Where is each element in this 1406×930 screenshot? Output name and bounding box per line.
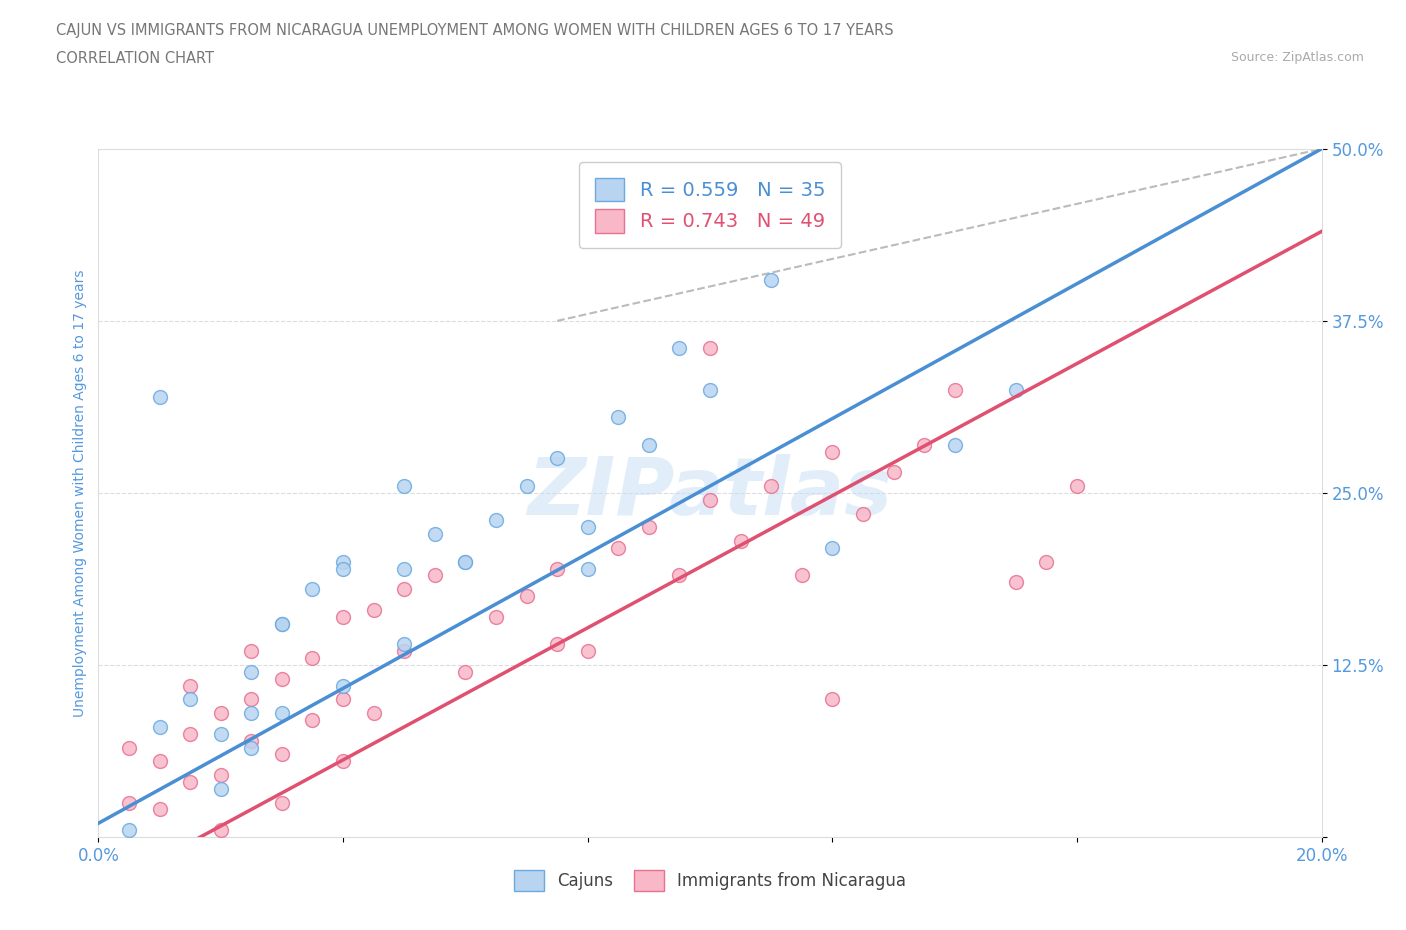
Point bbox=[943, 382, 966, 397]
Text: CORRELATION CHART: CORRELATION CHART bbox=[56, 51, 214, 66]
Point bbox=[209, 823, 232, 838]
Point bbox=[454, 664, 477, 679]
Point bbox=[301, 582, 323, 597]
Point bbox=[516, 589, 538, 604]
Point bbox=[179, 692, 201, 707]
Point bbox=[668, 341, 690, 356]
Point bbox=[270, 617, 292, 631]
Point bbox=[392, 637, 416, 652]
Point bbox=[179, 726, 201, 741]
Point bbox=[301, 651, 323, 666]
Point bbox=[270, 671, 292, 686]
Point bbox=[759, 479, 782, 494]
Point bbox=[852, 506, 875, 521]
Point bbox=[637, 520, 661, 535]
Point bbox=[699, 492, 721, 507]
Point bbox=[209, 767, 232, 782]
Point bbox=[699, 382, 721, 397]
Point bbox=[485, 513, 508, 528]
Point bbox=[668, 568, 690, 583]
Point bbox=[546, 637, 568, 652]
Point bbox=[392, 561, 416, 576]
Point bbox=[1066, 479, 1088, 494]
Point bbox=[332, 561, 354, 576]
Point bbox=[759, 272, 782, 287]
Point bbox=[332, 678, 354, 693]
Point bbox=[240, 692, 263, 707]
Point bbox=[637, 437, 661, 452]
Point bbox=[392, 582, 416, 597]
Point bbox=[821, 540, 844, 555]
Point bbox=[179, 775, 201, 790]
Point bbox=[576, 520, 599, 535]
Point bbox=[149, 720, 172, 735]
Point bbox=[423, 568, 446, 583]
Point bbox=[240, 644, 263, 658]
Point bbox=[363, 706, 385, 721]
Point bbox=[392, 479, 416, 494]
Point bbox=[240, 664, 263, 679]
Point bbox=[270, 795, 292, 810]
Point bbox=[454, 554, 477, 569]
Point bbox=[821, 445, 844, 459]
Text: ZIPatlas: ZIPatlas bbox=[527, 454, 893, 532]
Point bbox=[607, 540, 630, 555]
Point bbox=[332, 754, 354, 769]
Point bbox=[607, 410, 630, 425]
Point bbox=[209, 781, 232, 796]
Point bbox=[392, 644, 416, 658]
Point bbox=[730, 534, 752, 549]
Point bbox=[363, 603, 385, 618]
Text: CAJUN VS IMMIGRANTS FROM NICARAGUA UNEMPLOYMENT AMONG WOMEN WITH CHILDREN AGES 6: CAJUN VS IMMIGRANTS FROM NICARAGUA UNEMP… bbox=[56, 23, 894, 38]
Point bbox=[423, 526, 446, 541]
Point bbox=[118, 823, 141, 838]
Point bbox=[1004, 382, 1026, 397]
Point bbox=[699, 341, 721, 356]
Point bbox=[943, 437, 966, 452]
Point bbox=[209, 706, 232, 721]
Point bbox=[912, 437, 935, 452]
Point bbox=[485, 609, 508, 624]
Point bbox=[270, 617, 292, 631]
Point bbox=[118, 740, 141, 755]
Point bbox=[576, 561, 599, 576]
Point bbox=[576, 644, 599, 658]
Point bbox=[270, 706, 292, 721]
Y-axis label: Unemployment Among Women with Children Ages 6 to 17 years: Unemployment Among Women with Children A… bbox=[73, 269, 87, 717]
Point bbox=[546, 561, 568, 576]
Point bbox=[240, 740, 263, 755]
Point bbox=[240, 706, 263, 721]
Point bbox=[179, 678, 201, 693]
Point bbox=[821, 692, 844, 707]
Point bbox=[332, 692, 354, 707]
Point bbox=[790, 568, 813, 583]
Point bbox=[240, 733, 263, 748]
Point bbox=[332, 554, 354, 569]
Point bbox=[516, 479, 538, 494]
Point bbox=[301, 712, 323, 727]
Point bbox=[149, 802, 172, 817]
Point bbox=[546, 451, 568, 466]
Legend: Cajuns, Immigrants from Nicaragua: Cajuns, Immigrants from Nicaragua bbox=[508, 864, 912, 897]
Point bbox=[1004, 575, 1026, 590]
Point bbox=[118, 795, 141, 810]
Point bbox=[883, 465, 905, 480]
Text: Source: ZipAtlas.com: Source: ZipAtlas.com bbox=[1230, 51, 1364, 64]
Point bbox=[149, 754, 172, 769]
Point bbox=[270, 747, 292, 762]
Point bbox=[1035, 554, 1057, 569]
Point bbox=[149, 389, 172, 404]
Point bbox=[332, 609, 354, 624]
Point bbox=[454, 554, 477, 569]
Point bbox=[209, 726, 232, 741]
